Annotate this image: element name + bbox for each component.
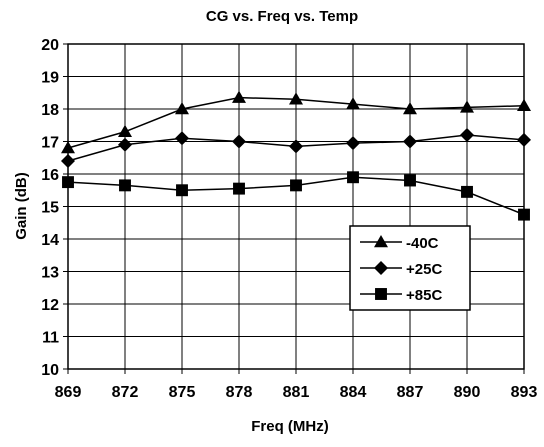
data-point-0 [289,92,303,105]
data-point-0 [61,141,75,154]
data-point-2 [176,184,188,197]
legend-label: -40C [406,235,439,252]
data-point-0 [346,97,360,110]
x-tick-label: 890 [454,384,481,401]
legend-label: +25C [406,261,442,278]
plot-border [67,43,525,370]
data-point-1 [346,136,360,151]
data-point-2 [119,179,131,192]
y-tick-label: 12 [41,297,59,314]
data-point-2 [461,185,473,198]
x-tick-label: 875 [169,384,196,401]
x-axis-label: Freq (MHz) [251,418,329,435]
legend-marker [374,261,388,275]
data-point-2 [518,208,530,221]
data-point-0 [460,100,474,113]
data-point-2 [347,171,359,184]
x-tick-label: 893 [511,384,538,401]
y-tick-label: 18 [41,102,59,119]
y-tick-label: 19 [41,70,59,87]
y-tick-label: 17 [41,135,59,152]
y-tick-label: 16 [41,167,59,184]
legend-marker [374,235,388,248]
y-tick-label: 15 [41,200,59,217]
data-point-1 [232,134,246,149]
data-point-1 [517,132,531,147]
y-tick-label: 14 [41,232,59,249]
y-axis-label: Gain (dB) [13,172,30,240]
data-point-2 [62,176,74,189]
data-point-0 [118,124,132,137]
data-point-1 [289,139,303,154]
data-point-1 [175,131,189,146]
data-point-1 [61,154,75,168]
x-tick-label: 881 [283,384,310,401]
data-point-1 [403,134,417,149]
x-tick-label: 887 [397,384,424,401]
data-point-0 [517,98,531,111]
data-point-2 [290,179,302,192]
x-tick-label: 869 [55,384,82,401]
legend-marker [375,288,387,300]
data-point-0 [232,90,246,103]
plot-area: 10 11 12 13 14 15 16 17 18 19 20 869 872 875 878 881 884… [41,37,537,401]
y-tick-label: 11 [42,330,59,347]
y-tick-label: 10 [41,362,59,379]
chart-title: CG vs. Freq vs. Temp [206,8,358,25]
data-point-2 [233,182,245,195]
y-tick-label: 13 [41,265,59,282]
x-tick-label: 878 [226,384,253,401]
data-point-2 [404,174,416,187]
legend-label: +85C [406,287,442,304]
data-point-1 [118,137,132,152]
data-point-1 [460,128,474,142]
data-point-0 [175,102,189,115]
x-tick-label: 884 [340,384,367,401]
y-tick-label: 20 [41,37,59,54]
data-point-0 [403,102,417,115]
x-tick-label: 872 [112,384,139,401]
